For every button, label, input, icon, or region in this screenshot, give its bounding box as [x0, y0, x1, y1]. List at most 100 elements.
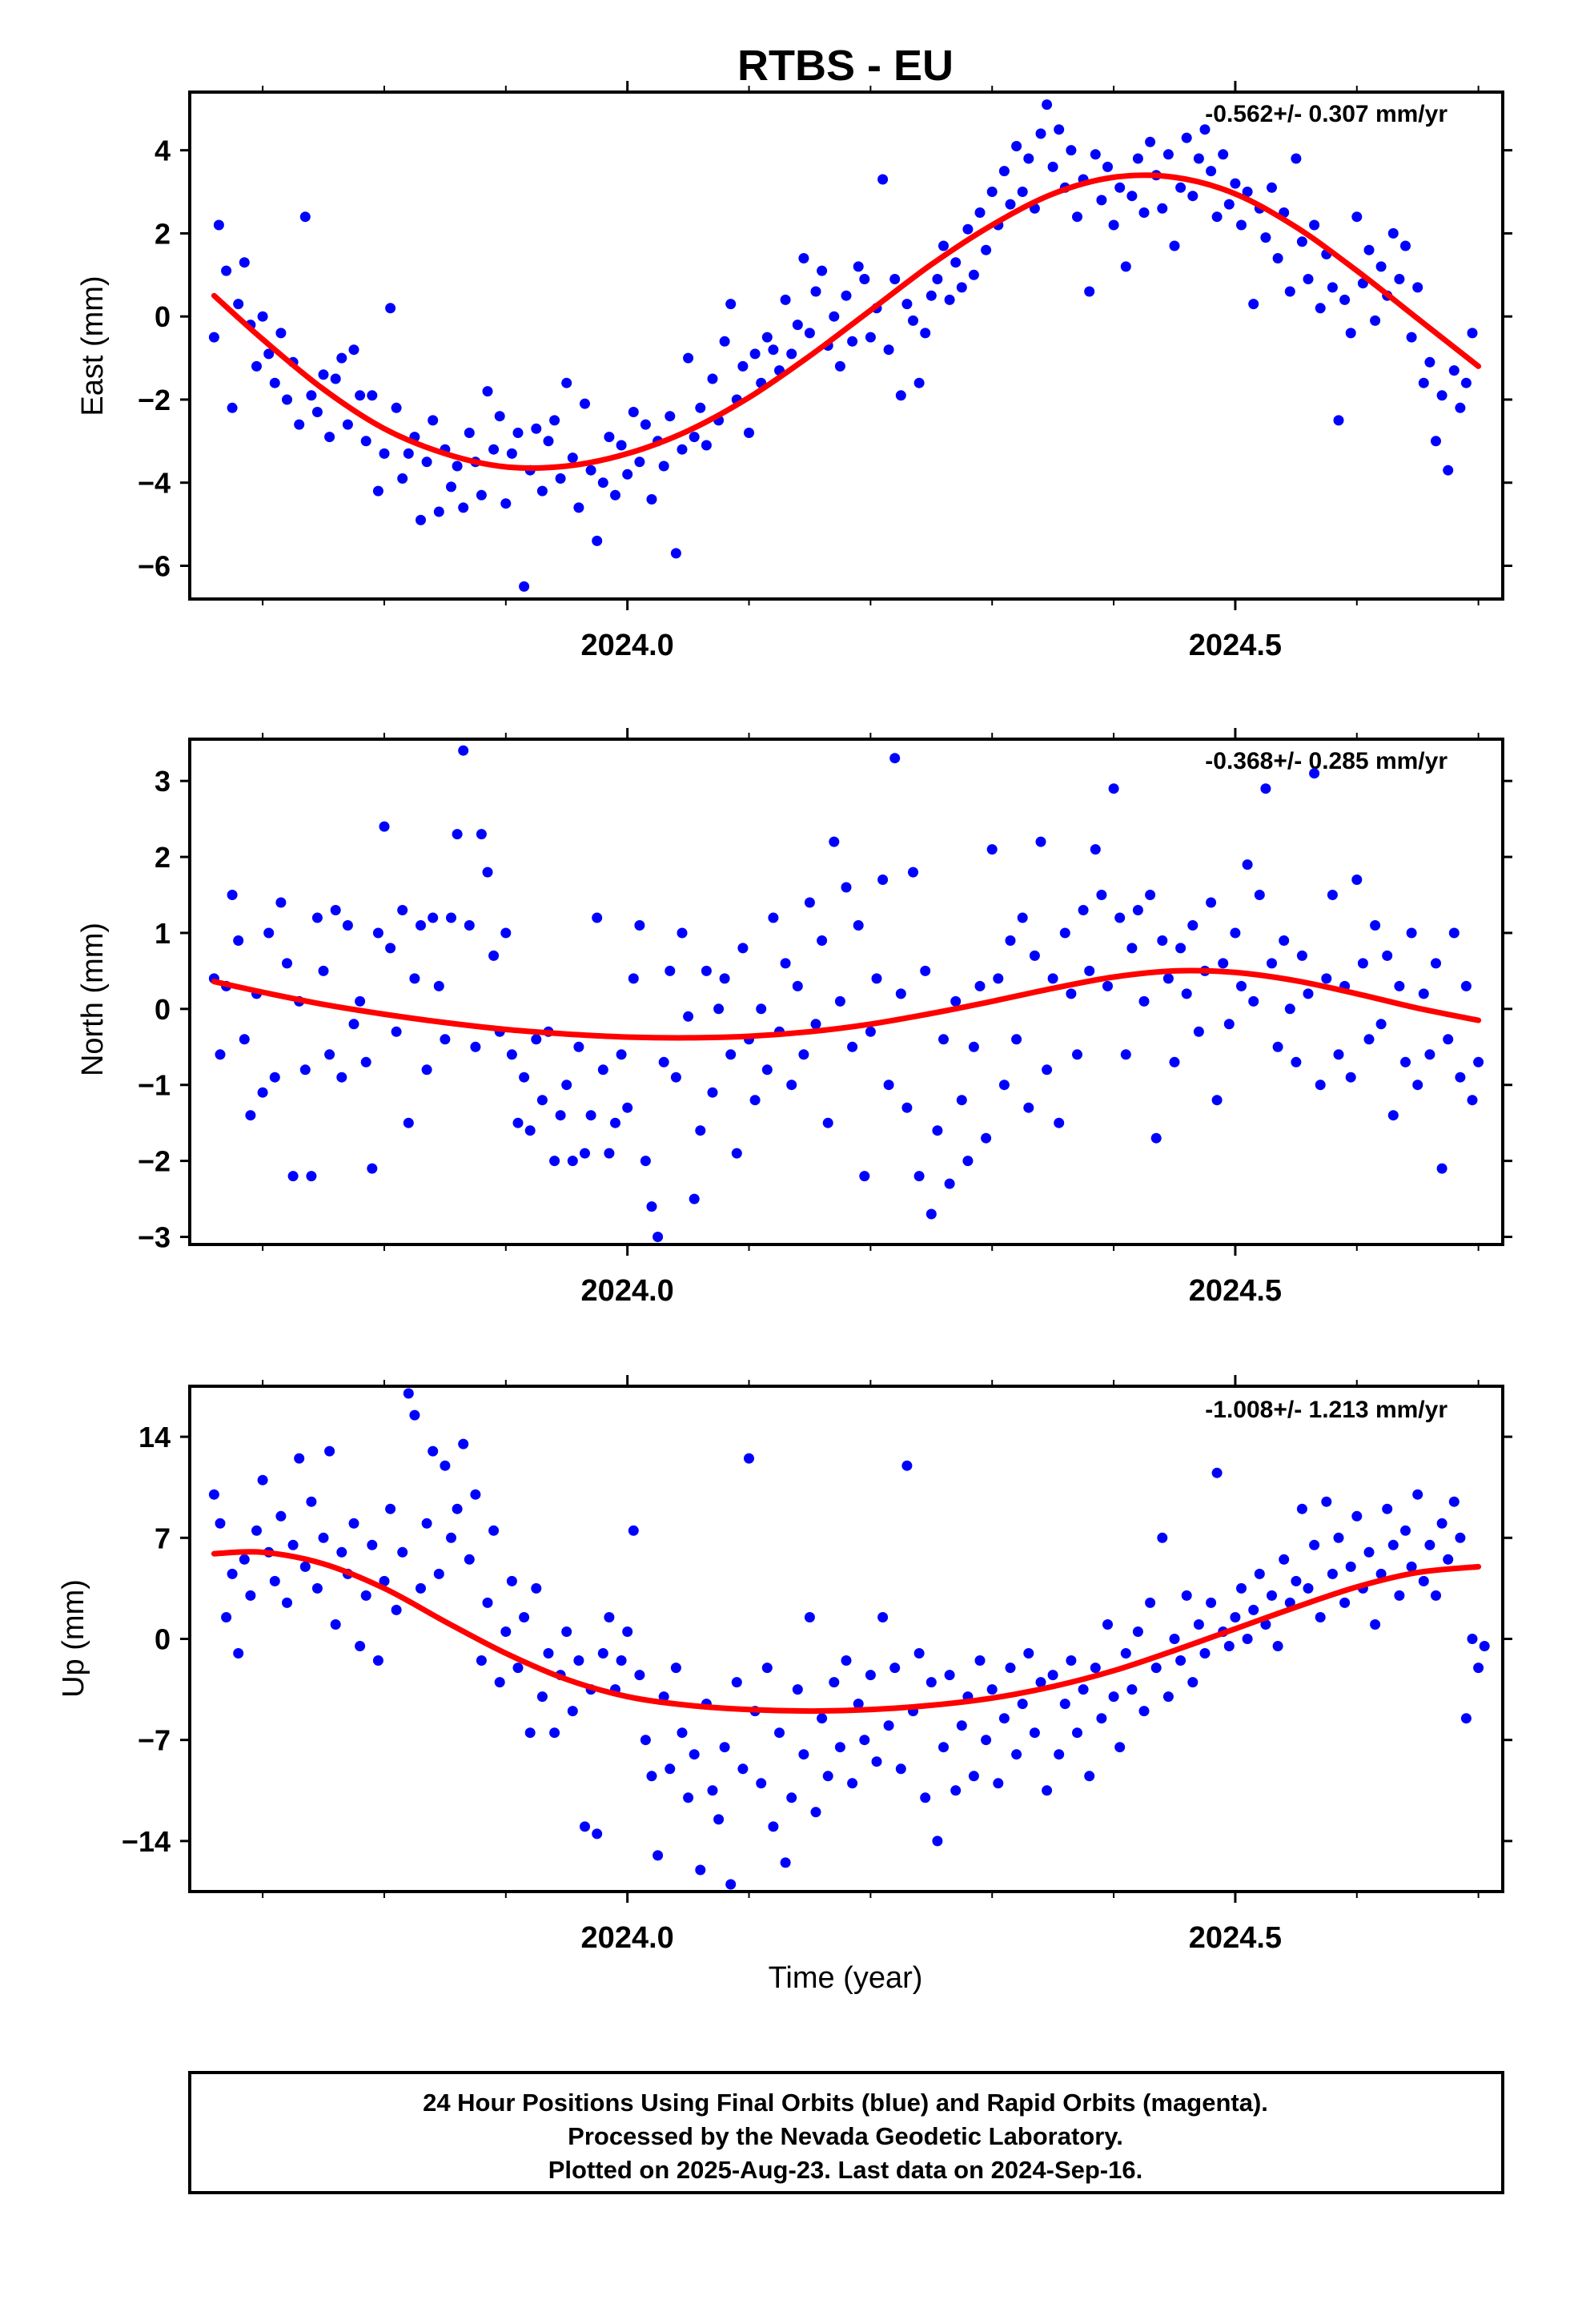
- up-data-point: [981, 1735, 992, 1746]
- east-xtick-label: 2024.5: [1189, 629, 1282, 662]
- up-data-point: [974, 1655, 986, 1666]
- up-data-point: [683, 1792, 694, 1803]
- north-data-point: [1400, 1056, 1411, 1068]
- north-data-point: [416, 920, 426, 931]
- north-data-point: [306, 1171, 317, 1182]
- east-data-point: [1236, 219, 1247, 231]
- up-data-point: [592, 1828, 603, 1839]
- north-data-point: [1448, 927, 1460, 939]
- up-plot-area: [208, 1388, 1490, 1890]
- up-data-point: [1035, 1677, 1046, 1688]
- north-data-point: [883, 1080, 894, 1091]
- north-data-point: [1138, 995, 1150, 1007]
- up-data-point: [257, 1474, 268, 1486]
- east-data-point: [768, 344, 779, 356]
- north-data-point: [749, 1095, 761, 1106]
- east-data-point: [452, 460, 463, 472]
- up-data-point: [761, 1663, 773, 1674]
- north-data-point: [500, 927, 512, 939]
- up-data-point: [1187, 1677, 1199, 1688]
- east-data-point: [233, 299, 244, 310]
- north-data-point: [658, 1056, 669, 1068]
- east-data-point: [1120, 261, 1131, 272]
- north-data-point: [1424, 1049, 1435, 1060]
- up-data-point: [695, 1864, 706, 1876]
- east-data-point: [616, 440, 627, 451]
- up-data-point: [737, 1763, 749, 1775]
- north-data-point: [786, 1080, 797, 1091]
- east-data-point: [421, 456, 432, 468]
- north-data-point: [913, 1171, 925, 1182]
- up-data-point: [817, 1713, 828, 1724]
- north-data-point: [360, 1056, 371, 1068]
- up-data-point: [926, 1677, 937, 1688]
- north-axes: 2024.0 2024.5 −3 −2 −1 0 1 2 3: [138, 728, 1512, 1308]
- north-data-point: [519, 1072, 530, 1083]
- east-data-point: [1436, 390, 1447, 401]
- up-data-point: [986, 1684, 998, 1695]
- east-data-point: [1387, 227, 1399, 239]
- up-data-point: [1199, 1648, 1211, 1659]
- up-data-point: [1042, 1785, 1053, 1796]
- up-data-point: [524, 1727, 536, 1739]
- up-data-point: [299, 1561, 311, 1572]
- east-data-point: [355, 390, 366, 401]
- up-data-point: [1078, 1684, 1089, 1695]
- east-data-point: [1023, 153, 1034, 164]
- footer-note-box: [188, 2071, 1504, 2194]
- up-ytick-label: −7: [138, 1724, 171, 1757]
- east-data-point: [476, 489, 487, 501]
- east-ytick-label: 4: [155, 135, 171, 167]
- up-data-point: [567, 1706, 578, 1717]
- up-data-point: [883, 1720, 894, 1731]
- north-data-point: [871, 973, 882, 984]
- up-data-point: [1291, 1575, 1302, 1586]
- north-data-point: [1218, 958, 1229, 969]
- north-data-point: [1011, 1034, 1022, 1045]
- up-data-point: [847, 1778, 858, 1789]
- up-data-point: [416, 1582, 426, 1594]
- north-data-point: [701, 965, 712, 976]
- east-data-point: [1315, 303, 1326, 314]
- east-data-point: [1042, 99, 1053, 111]
- north-data-point: [446, 912, 456, 923]
- north-data-point: [1059, 927, 1070, 939]
- up-data-point: [476, 1655, 487, 1666]
- up-data-point: [1345, 1561, 1356, 1572]
- north-data-point: [585, 1110, 596, 1121]
- east-data-point: [482, 386, 493, 397]
- east-data-point: [908, 315, 918, 326]
- north-data-point: [1321, 973, 1332, 984]
- east-data-point: [981, 244, 992, 255]
- up-data-point: [822, 1771, 833, 1782]
- north-data-point: [822, 1117, 833, 1128]
- east-data-point: [780, 294, 791, 305]
- north-data-point: [287, 1171, 299, 1182]
- up-data-point: [428, 1445, 439, 1457]
- up-data-point: [1084, 1771, 1095, 1782]
- up-data-point: [950, 1785, 962, 1796]
- up-data-point: [1272, 1641, 1283, 1651]
- east-data-point: [549, 415, 560, 426]
- east-data-point: [1448, 365, 1460, 376]
- east-fit-line: [211, 172, 1482, 472]
- north-data-point: [1418, 988, 1429, 999]
- north-data-point: [458, 745, 469, 756]
- north-data-point: [428, 912, 439, 923]
- up-data-point: [275, 1510, 287, 1522]
- footer-note-line-1: 24 Hour Positions Using Final Orbits (bl…: [423, 2089, 1268, 2117]
- east-data-point: [416, 514, 426, 525]
- up-data-point: [889, 1663, 901, 1674]
- north-data-point: [1309, 768, 1320, 779]
- east-data-point: [847, 336, 858, 347]
- up-data-point: [421, 1518, 432, 1529]
- up-data-point: [1370, 1619, 1381, 1630]
- north-data-point: [877, 875, 889, 885]
- east-data-point: [1084, 286, 1095, 297]
- east-data-point: [683, 352, 694, 364]
- east-data-point: [1193, 153, 1204, 164]
- up-data-point: [227, 1568, 238, 1579]
- north-data-point: [737, 943, 749, 954]
- up-data-point: [239, 1554, 250, 1565]
- east-data-point: [901, 299, 913, 310]
